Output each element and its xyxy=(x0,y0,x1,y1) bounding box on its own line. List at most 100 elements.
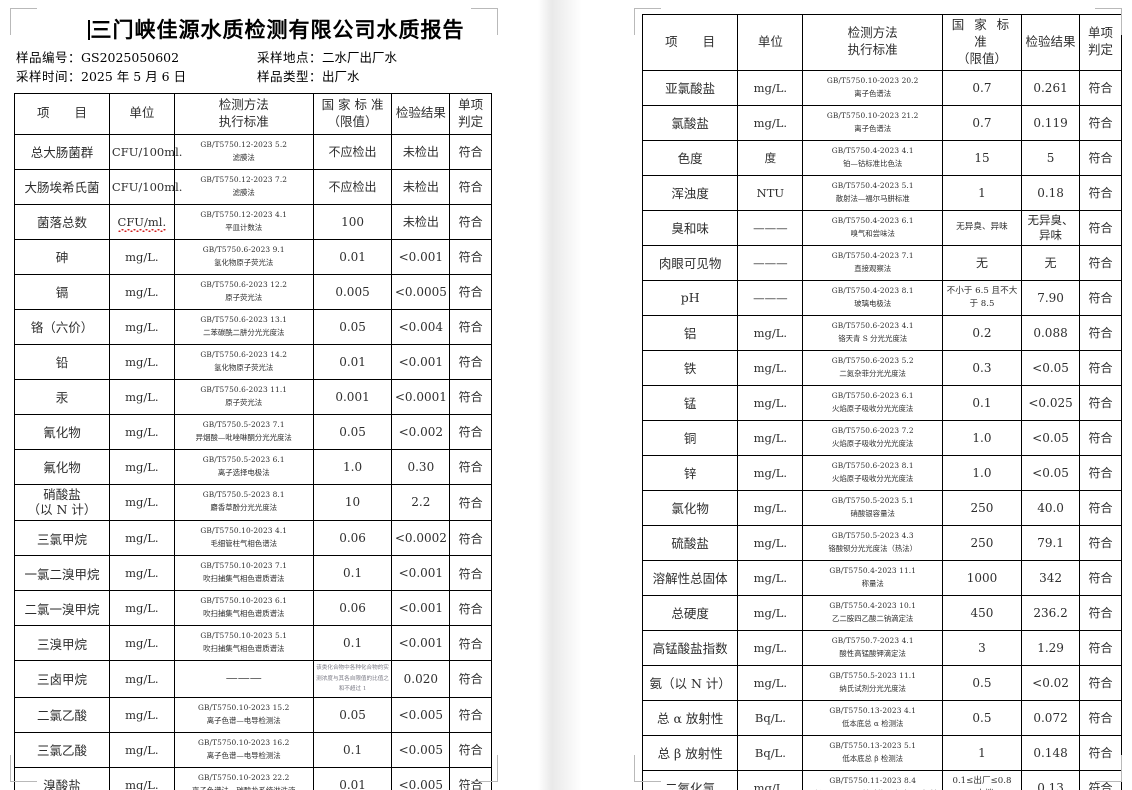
table-row: 氰化物 mg/L. GB/T5750.5-2023 7.1 异烟酸—吡唑啉酮分光光度法… xyxy=(14,413,492,450)
cell-judgement: 符合 xyxy=(1079,244,1122,281)
cell-method-name: 氢化物原子荧光法 xyxy=(214,257,274,267)
cell-judgement: 符合 xyxy=(1079,69,1122,106)
cell-result: 0.148 xyxy=(1020,734,1081,771)
cell-method: GB/T5750.4-2023 7.1 直接观察法 xyxy=(802,244,943,281)
cell-result: <0.0001 xyxy=(391,378,451,415)
margin-mark-top-left xyxy=(634,8,661,35)
cell-method-name: 吹扫捕集气相色谱质谱法 xyxy=(203,609,285,618)
cell-method: GB/T5750.10-2023 6.1 吹扫捕集气相色谱质谱法 xyxy=(173,590,314,626)
cell-unit: Bq/L. xyxy=(737,699,804,736)
cell-result: <0.05 xyxy=(1020,349,1081,386)
cell-method: GB/T5750.6-2023 13.1 二苯碳酰二肼分光光度法 xyxy=(173,308,314,345)
cell-method-standard: GB/T5750.6-2023 9.1 xyxy=(202,244,285,254)
cell-result: 0.088 xyxy=(1020,314,1081,351)
cell-unit: mg/L. xyxy=(737,314,804,351)
cell-method: GB/T5750.10-2023 16.2 离子色谱—电导检测法 xyxy=(173,731,314,768)
table-row: 总 β 放射性 Bq/L. GB/T5750.13-2023 5.1 低本底总 β 检… xyxy=(641,734,1122,771)
margin-mark-top-left xyxy=(10,8,37,35)
table-row: 二氯乙酸 mg/L. GB/T5750.10-2023 15.2 离子色谱—电导检测法… xyxy=(14,696,492,733)
col-header-judge: 单项 判定 xyxy=(449,92,492,135)
cell-result: <0.002 xyxy=(391,413,451,450)
cell-result: 未检出 xyxy=(391,168,451,205)
cell-result: <0.001 xyxy=(391,625,451,661)
cell-result: 342 xyxy=(1020,559,1081,596)
cell-result: <0.02 xyxy=(1020,664,1081,701)
cell-method-name: 氢化物原子荧光法 xyxy=(214,362,274,372)
cell-method-name: 散射法—福尔马肼标准 xyxy=(835,193,910,203)
cell-method-standard: GB/T5750.6-2023 7.2 xyxy=(831,425,914,435)
cell-method-name: 滤膜法 xyxy=(232,187,255,197)
margin-mark-bottom-left xyxy=(10,755,37,782)
cell-judgement: 符合 xyxy=(1079,524,1122,561)
table-row: 氨（以 N 计） mg/L. GB/T5750.5-2023 11.1 纳氏试剂分光光… xyxy=(641,664,1122,701)
cell-method-standard: GB/T5750.4-2023 10.1 xyxy=(829,600,917,610)
cell-judgement: 符合 xyxy=(449,343,492,380)
cell-unit: mg/L. xyxy=(108,308,175,345)
cell-method-standard: GB/T5750.10-2023 22.2 xyxy=(197,772,290,782)
cell-limit: 450 xyxy=(941,594,1022,631)
text-cursor xyxy=(87,20,90,40)
cell-method-name: 离子色谱—电导检测法 xyxy=(206,750,281,760)
col-header-judge-line1: 单项 xyxy=(458,96,484,112)
cell-unit: mg/L. xyxy=(108,696,175,733)
cell-method-standard: GB/T5750.12-2023 4.1 xyxy=(200,209,288,219)
cell-limit: 0.7 xyxy=(941,69,1022,106)
cell-judgement: 符合 xyxy=(449,168,492,205)
col-header-judge: 单项 判定 xyxy=(1079,14,1122,71)
cell-limit: 0.06 xyxy=(312,520,393,556)
cell-unit: mg/L. xyxy=(737,454,804,491)
cell-method-standard: GB/T5750.6-2023 13.1 xyxy=(200,314,288,324)
table-row: 臭和味 ——— GB/T5750.4-2023 6.1 嗅气和尝味法 无异臭、异味 无异臭… xyxy=(641,209,1122,246)
cell-result: 0.18 xyxy=(1020,174,1081,211)
cell-result: <0.005 xyxy=(391,766,451,790)
cell-limit: 1.0 xyxy=(312,448,393,485)
cell-method-standard: GB/T5750.13-2023 4.1 xyxy=(829,705,917,715)
cell-unit: mg/L. xyxy=(108,238,175,275)
cell-unit: mg/L. xyxy=(108,766,175,790)
cell-judgement: 符合 xyxy=(1079,629,1122,666)
table-header-row: 项 目 单位 检测方法 执行标准 国 家 标 准 （限值） 检验结果 单项 判定 xyxy=(641,14,1122,71)
cell-result: 0.072 xyxy=(1020,699,1081,736)
document-page-left: 三门峡佳源水质检测有限公司水质报告 样品编号：GS2025050602 采样地点… xyxy=(0,0,508,790)
table-row: 汞 mg/L. GB/T5750.6-2023 11.1 原子荧光法 0.001 <0.0… xyxy=(14,378,492,415)
cell-unit: CFU/100ml. xyxy=(108,168,182,205)
col-header-limit-line1: 国 家 标 准 xyxy=(321,96,384,112)
cell-method: GB/T5750.6-2023 12.2 原子荧光法 xyxy=(173,273,314,310)
cell-method: GB/T5750.7-2023 4.1 酸性高锰酸钾滴定法 xyxy=(802,629,943,666)
sample-type-value: 出厂水 xyxy=(322,69,360,85)
sample-type-label: 样品类型： xyxy=(257,69,323,85)
cell-method-standard: GB/T5750.11-2023 8.4 xyxy=(829,775,917,785)
cell-limit: 0.2 xyxy=(941,314,1022,351)
cell-unit: mg/L. xyxy=(737,349,804,386)
cell-method-name: 直接观察法 xyxy=(854,263,892,273)
cell-item: 氟化物 xyxy=(14,448,110,485)
table-row: 氯化物 mg/L. GB/T5750.5-2023 5.1 硝酸银容量法 250 40.0… xyxy=(641,489,1122,526)
cell-method: GB/T5750.5-2023 4.3 铬酸钡分光光度法（热法） xyxy=(802,524,943,561)
table-row: 溶解性总固体 mg/L. GB/T5750.4-2023 11.1 称量法 1000 34… xyxy=(641,559,1122,596)
cell-result: 无 xyxy=(1020,244,1081,281)
cell-item: 锌 xyxy=(641,454,739,491)
cell-limit: 0.01 xyxy=(312,343,393,380)
cell-unit: mg/L. xyxy=(108,520,175,556)
cell-method-name: 火焰原子吸收分光光度法 xyxy=(832,473,914,483)
table-row: 菌落总数 CFU/ml. GB/T5750.12-2023 4.1 平皿计数法 100 未… xyxy=(14,203,492,240)
cell-method-standard: GB/T5750.6-2023 5.2 xyxy=(831,355,914,365)
table-row: 氟化物 mg/L. GB/T5750.5-2023 6.1 离子选择电极法 1.0 0.3… xyxy=(14,448,492,485)
cell-judgement: 符合 xyxy=(1079,104,1122,141)
cell-method-standard: GB/T5750.5-2023 6.1 xyxy=(202,454,285,464)
margin-mark-top-right xyxy=(1095,8,1122,35)
sampling-site-label: 采样地点： xyxy=(257,50,323,65)
sampling-time-field: 采样时间：2025 年 5 月 6 日 xyxy=(16,67,251,86)
cell-result: <0.005 xyxy=(391,731,451,768)
cell-limit: 0.05 xyxy=(312,696,393,733)
cell-item: 三卤甲烷 xyxy=(14,660,110,698)
cell-method-name: 二苯碳酰二肼分光光度法 xyxy=(203,327,285,337)
col-header-item: 项 目 xyxy=(641,14,739,71)
cell-unit: mg/L. xyxy=(737,559,804,596)
cell-judgement: 符合 xyxy=(449,203,492,240)
cell-item: 一氯二溴甲烷 xyxy=(14,555,110,591)
cell-item: 三溴甲烷 xyxy=(14,625,110,661)
cell-method: GB/T5750.10-2023 4.1 毛细管柱气相色谱法 xyxy=(173,520,314,556)
cell-method: GB/T5750.4-2023 8.1 玻璃电极法 xyxy=(802,279,943,316)
